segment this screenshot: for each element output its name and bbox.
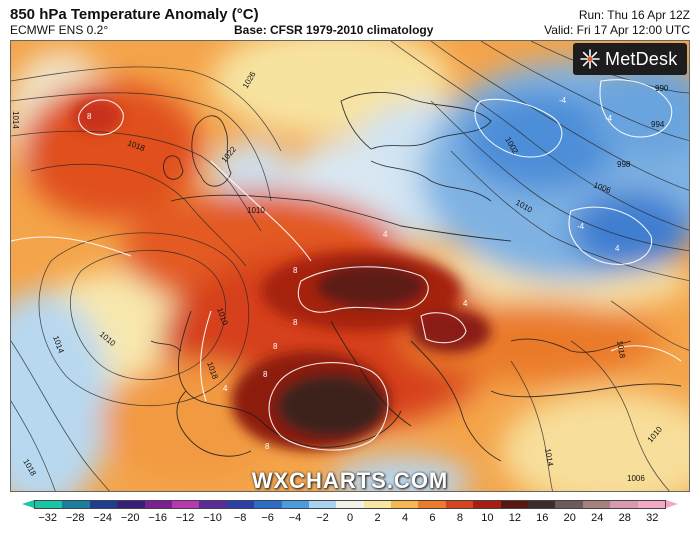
anomaly-label: 8 bbox=[263, 370, 268, 379]
colorbar-swatch bbox=[171, 501, 200, 508]
anomaly-label: 8 bbox=[265, 442, 270, 451]
anomaly-label: 4 bbox=[615, 244, 620, 253]
colorbar-tick-label: 2 bbox=[374, 512, 381, 524]
isobar-label: 1006 bbox=[627, 474, 645, 483]
colorbar-tick-label: 20 bbox=[563, 512, 576, 524]
colorbar-swatch bbox=[336, 501, 364, 508]
colorbar-swatch bbox=[418, 501, 446, 508]
colorbar-tick-label: −28 bbox=[65, 512, 85, 524]
colorbar-swatch bbox=[144, 501, 172, 508]
colorbar-swatch bbox=[62, 501, 90, 508]
colorbar-tick-label: −32 bbox=[38, 512, 58, 524]
colorbar-swatch bbox=[89, 501, 118, 508]
anomaly-label: 8 bbox=[87, 112, 92, 121]
colorbar-strip bbox=[34, 500, 666, 509]
climatology-base-label: Base: CFSR 1979-2010 climatology bbox=[234, 23, 434, 37]
anomaly-label: -4 bbox=[559, 96, 567, 105]
colorbar-swatch bbox=[500, 501, 529, 508]
anomaly-label: 8 bbox=[293, 318, 298, 327]
colorbar-ticks: −32 −28 −24 −20 −16 −12 −10 −8 −6 −4 −2 0 2 4 6 8 10 12 16… bbox=[34, 512, 666, 528]
anomaly-contours bbox=[11, 79, 682, 451]
colorbar-swatch bbox=[582, 501, 611, 508]
anomaly-map: 1026 1022 1018 1014 1010 1010 1014 1010 … bbox=[10, 40, 690, 492]
colorbar-tick-label: 4 bbox=[401, 512, 409, 524]
wxcharts-watermark: WXCHARTS.COM bbox=[251, 468, 449, 492]
colorbar-swatch bbox=[199, 501, 227, 508]
colorbar-swatch bbox=[35, 501, 63, 508]
colorbar-swatch bbox=[445, 501, 474, 508]
model-label: ECMWF ENS 0.2° bbox=[10, 23, 109, 37]
colorbar-tick-label: 16 bbox=[536, 512, 549, 524]
run-time-label: Run: Thu 16 Apr 12Z bbox=[578, 8, 690, 22]
anomaly-label: -4 bbox=[577, 222, 585, 231]
colorbar-left-arrow bbox=[22, 500, 34, 508]
anomaly-map-svg: 1026 1022 1018 1014 1010 1010 1014 1010 … bbox=[11, 41, 689, 491]
anomaly-hotspots bbox=[71, 98, 491, 451]
anomaly-label: -4 bbox=[605, 114, 613, 123]
colorbar-tick-label: 12 bbox=[508, 512, 522, 524]
colorbar-swatch bbox=[555, 501, 583, 508]
colorbar-swatch bbox=[528, 501, 556, 508]
colorbar-tick-label: −4 bbox=[288, 512, 302, 524]
colorbar-swatch bbox=[391, 501, 419, 508]
valid-time-label: Valid: Fri 17 Apr 12:00 UTC bbox=[544, 23, 690, 37]
colorbar-tick-label: 28 bbox=[618, 512, 631, 524]
colorbar-tick-label: −12 bbox=[175, 512, 195, 524]
isobar-label: 1010 bbox=[247, 206, 265, 215]
coastlines bbox=[150, 91, 682, 462]
isobar-label: 1014 bbox=[11, 111, 20, 129]
colorbar-tick-label: 6 bbox=[429, 512, 436, 524]
colorbar-tick-label: 0 bbox=[346, 512, 354, 524]
colorbar-swatch bbox=[610, 501, 638, 508]
chart-title: 850 hPa Temperature Anomaly (°C) bbox=[10, 6, 259, 23]
metdesk-logo-text: MetDesk bbox=[605, 48, 678, 69]
colorbar-swatch bbox=[254, 501, 282, 508]
colorbar-tick-label: 24 bbox=[591, 512, 604, 524]
colorbar-swatch bbox=[308, 501, 337, 508]
colorbar-tick-label: 10 bbox=[481, 512, 494, 524]
anomaly-label: 4 bbox=[383, 230, 388, 239]
colorbar-swatch bbox=[281, 501, 309, 508]
colorbar-tick-label: −8 bbox=[233, 512, 247, 524]
colorbar-tick-label: −16 bbox=[148, 512, 168, 524]
anomaly-label: 4 bbox=[463, 299, 468, 308]
metdesk-logo: MetDesk bbox=[573, 43, 687, 75]
colorbar-tick-label: −6 bbox=[261, 512, 274, 524]
anomaly-label: 8 bbox=[293, 266, 298, 275]
isobar-label: 1018 bbox=[615, 340, 627, 360]
colorbar-tick-label: −2 bbox=[316, 512, 329, 524]
chart-header: 850 hPa Temperature Anomaly (°C) ECMWF E… bbox=[0, 0, 700, 40]
anomaly-label: 4 bbox=[223, 384, 228, 393]
colorbar-swatch bbox=[117, 501, 145, 508]
colorbar: −32 −28 −24 −20 −16 −12 −10 −8 −6 −4 −2 0 2 4 6 8 10 12 16… bbox=[0, 494, 700, 536]
colorbar-swatch bbox=[363, 501, 392, 508]
metdesk-burst-icon bbox=[580, 49, 600, 69]
colorbar-swatch bbox=[637, 501, 665, 508]
colorbar-swatch bbox=[226, 501, 255, 508]
colorbar-swatch bbox=[473, 501, 501, 508]
colorbar-tick-label: 32 bbox=[646, 512, 659, 524]
isobar-label: 1014 bbox=[543, 448, 555, 468]
isobar-label: 994 bbox=[651, 120, 665, 129]
colorbar-tick-label: −20 bbox=[120, 512, 140, 524]
anomaly-label-group: 8 8 8 8 8 8 4 4 4 4 -4 -4 -4 bbox=[87, 96, 620, 451]
colorbar-right-arrow bbox=[666, 500, 678, 508]
colorbar-tick-label: −10 bbox=[203, 512, 222, 524]
anomaly-label: 8 bbox=[273, 342, 278, 351]
colorbar-tick-label: 8 bbox=[456, 512, 463, 524]
colorbar-tick-label: −24 bbox=[93, 512, 113, 524]
isobar-label: 998 bbox=[617, 160, 631, 169]
isobar-label: 990 bbox=[655, 84, 669, 93]
